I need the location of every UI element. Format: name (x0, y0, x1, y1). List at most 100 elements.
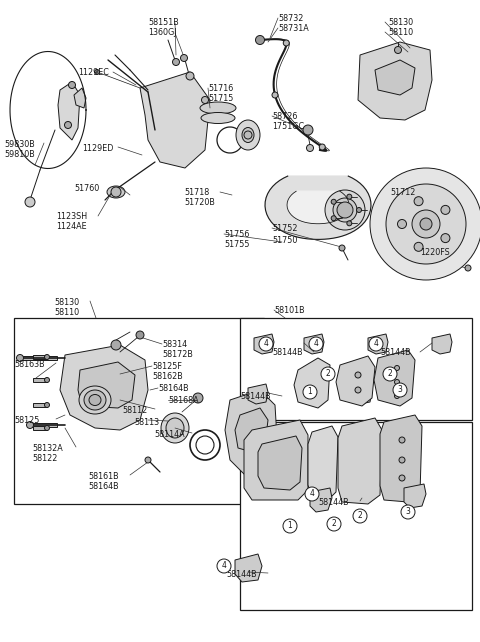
Ellipse shape (200, 102, 236, 114)
Bar (22, 356, 57, 360)
Bar (33, 355, 47, 359)
Polygon shape (338, 418, 382, 504)
Circle shape (395, 394, 399, 399)
Circle shape (383, 367, 397, 381)
Text: 58144B: 58144B (272, 348, 302, 357)
Text: 58144B: 58144B (318, 498, 348, 507)
Polygon shape (60, 345, 148, 430)
Text: 4: 4 (313, 340, 318, 349)
Circle shape (355, 372, 361, 378)
Text: 58151B: 58151B (148, 18, 179, 27)
Circle shape (95, 69, 99, 74)
Circle shape (309, 337, 323, 351)
Ellipse shape (161, 413, 189, 443)
Polygon shape (432, 334, 452, 354)
Circle shape (202, 96, 208, 103)
Circle shape (393, 383, 407, 397)
Circle shape (180, 55, 188, 62)
Circle shape (441, 234, 450, 243)
Circle shape (339, 245, 345, 251)
Ellipse shape (84, 390, 106, 410)
Circle shape (111, 187, 121, 197)
Text: 58731A: 58731A (278, 24, 309, 33)
Polygon shape (380, 415, 422, 502)
Polygon shape (352, 384, 372, 404)
Polygon shape (265, 176, 371, 239)
Polygon shape (254, 334, 274, 354)
Circle shape (414, 242, 423, 251)
Ellipse shape (236, 120, 260, 150)
Polygon shape (310, 488, 332, 512)
Polygon shape (368, 334, 388, 354)
Ellipse shape (242, 128, 254, 143)
Circle shape (217, 559, 231, 573)
Circle shape (305, 487, 319, 501)
Circle shape (111, 340, 121, 350)
Polygon shape (235, 408, 268, 452)
Text: 1751GC: 1751GC (272, 122, 304, 131)
Polygon shape (140, 72, 210, 168)
Text: 2: 2 (325, 370, 330, 379)
Ellipse shape (79, 386, 111, 414)
Circle shape (16, 354, 24, 361)
Text: 4: 4 (222, 562, 227, 571)
Polygon shape (225, 390, 278, 475)
Text: 3: 3 (397, 385, 402, 394)
Circle shape (401, 505, 415, 519)
Text: 58101B: 58101B (274, 306, 305, 315)
Text: 58162B: 58162B (152, 372, 183, 381)
Text: 1: 1 (288, 521, 292, 530)
Text: 58130: 58130 (54, 298, 79, 307)
Text: 58125: 58125 (14, 416, 39, 425)
Polygon shape (78, 362, 135, 408)
Circle shape (465, 265, 471, 271)
Polygon shape (258, 436, 302, 490)
Text: 58114A: 58114A (154, 430, 185, 439)
Circle shape (441, 205, 450, 214)
Text: 4: 4 (264, 340, 268, 349)
Text: 4: 4 (373, 340, 378, 349)
Circle shape (319, 144, 325, 150)
Bar (33, 403, 47, 407)
Bar (32, 423, 57, 427)
Circle shape (397, 220, 407, 229)
Circle shape (327, 517, 341, 531)
Circle shape (26, 422, 34, 428)
Text: 3: 3 (406, 507, 410, 517)
Circle shape (283, 519, 297, 533)
Text: 4: 4 (310, 489, 314, 498)
Text: 58112: 58112 (122, 406, 147, 415)
Ellipse shape (201, 112, 235, 123)
Text: 58732: 58732 (278, 14, 303, 23)
Circle shape (370, 168, 480, 280)
Text: 58122: 58122 (32, 454, 58, 463)
Text: 59810B: 59810B (4, 150, 35, 159)
Text: 58113: 58113 (134, 418, 159, 427)
Polygon shape (248, 384, 268, 404)
Circle shape (193, 393, 203, 403)
Circle shape (399, 437, 405, 443)
Text: 58314: 58314 (162, 340, 187, 349)
Circle shape (45, 403, 49, 408)
Circle shape (64, 121, 72, 128)
Circle shape (186, 72, 194, 80)
Circle shape (357, 207, 361, 213)
Text: 58110: 58110 (388, 28, 413, 37)
Circle shape (412, 210, 440, 238)
Polygon shape (358, 42, 432, 120)
Circle shape (399, 475, 405, 481)
Text: 51760: 51760 (74, 184, 99, 193)
Polygon shape (287, 191, 349, 223)
Circle shape (420, 218, 432, 230)
Circle shape (386, 184, 466, 264)
Text: 51712: 51712 (390, 188, 415, 197)
Text: 58161B: 58161B (88, 472, 119, 481)
Circle shape (244, 131, 252, 139)
Circle shape (69, 82, 75, 89)
Text: 1220FS: 1220FS (420, 248, 450, 257)
Text: 58163B: 58163B (14, 360, 45, 369)
Text: 58726: 58726 (272, 112, 298, 121)
Bar (14, 318, 264, 504)
Circle shape (337, 202, 353, 218)
Text: 58172B: 58172B (162, 350, 193, 359)
